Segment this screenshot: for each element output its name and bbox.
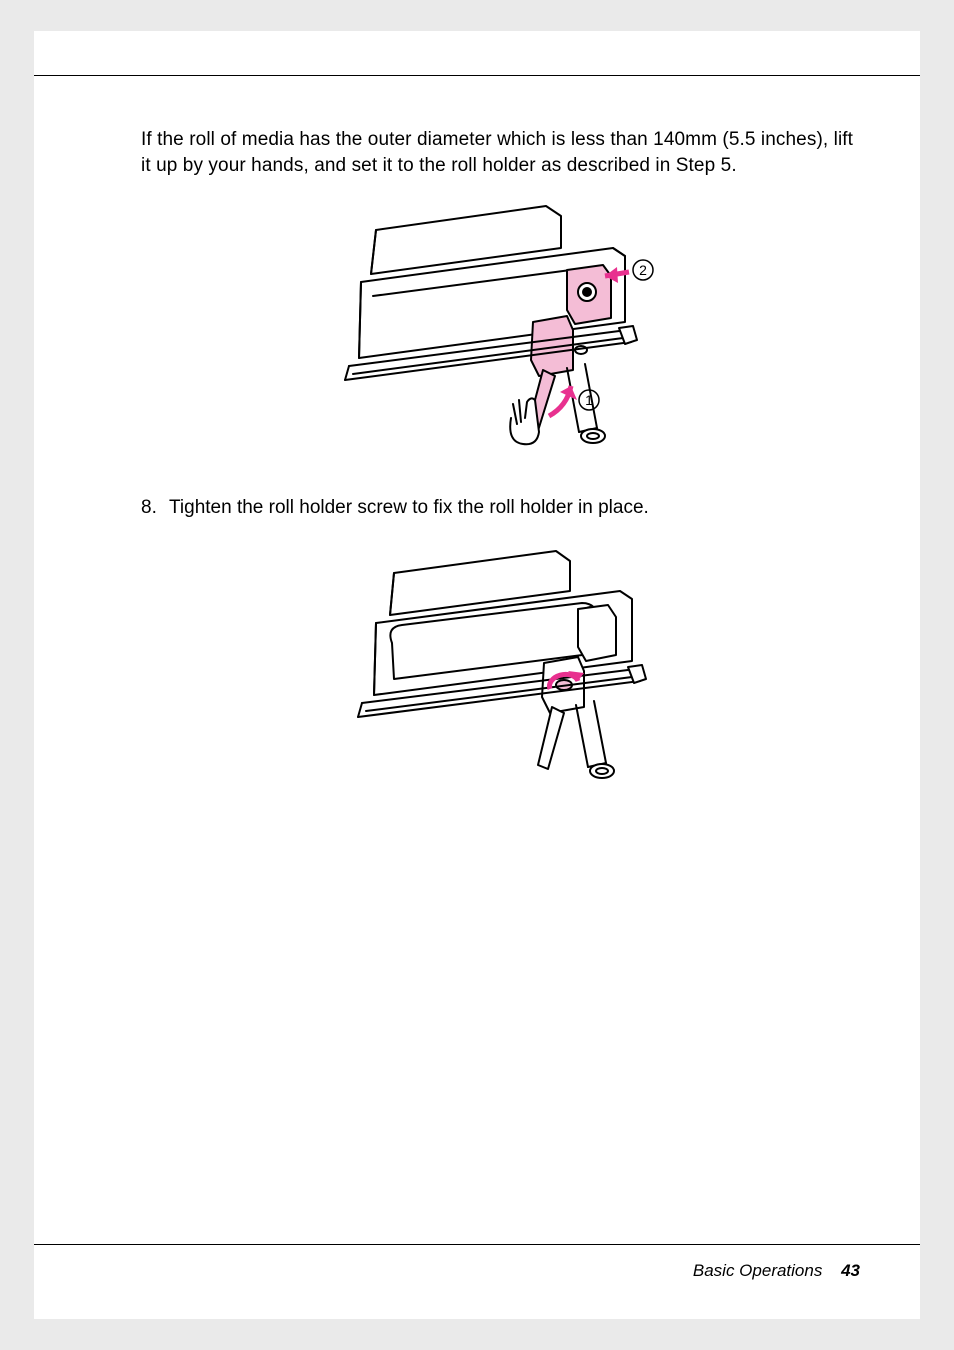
figure-tighten-screw xyxy=(346,543,656,793)
footer-rule xyxy=(34,1244,920,1245)
footer-page-number: 43 xyxy=(841,1261,860,1280)
intro-paragraph: If the roll of media has the outer diame… xyxy=(141,127,861,178)
svg-text:1: 1 xyxy=(585,392,593,408)
footer-section: Basic Operations xyxy=(693,1261,822,1280)
step-number: 8. xyxy=(141,495,169,521)
figure-roll-holder-lift: 1 2 xyxy=(331,200,671,455)
page-footer: Basic Operations 43 xyxy=(693,1261,860,1281)
header-rule xyxy=(34,75,920,76)
content-area: If the roll of media has the outer diame… xyxy=(141,127,861,793)
step-text: Tighten the roll holder screw to fix the… xyxy=(169,495,649,521)
svg-text:2: 2 xyxy=(639,262,647,278)
step-8: 8. Tighten the roll holder screw to fix … xyxy=(141,495,861,521)
document-page: If the roll of media has the outer diame… xyxy=(34,31,920,1319)
